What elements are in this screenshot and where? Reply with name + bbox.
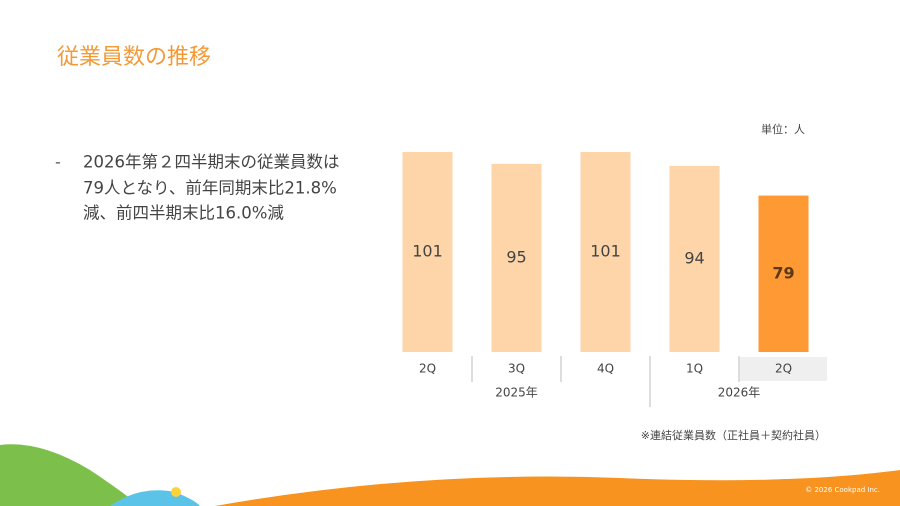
chart: 101 95 101 94 79 2Q 3Q 4Q 2025年 1Q 2Q 2026年 xyxy=(402,152,827,407)
bar xyxy=(491,163,542,352)
x-tick-label: 2Q xyxy=(419,362,436,376)
decor-orange xyxy=(215,470,900,506)
decor-blue xyxy=(110,490,200,506)
slide-title: 従業員数の推移 xyxy=(57,45,211,70)
category-highlight xyxy=(740,357,827,381)
decor-yellow xyxy=(171,487,181,497)
x-tick-label: 3Q xyxy=(508,362,525,376)
data-label: 95 xyxy=(506,247,526,266)
decor-green xyxy=(0,444,140,506)
bar xyxy=(669,165,720,352)
unit-label: 単位：人 xyxy=(761,122,805,136)
group-label: 2026年 xyxy=(718,386,761,400)
footer: © 2026 Cookpad Inc. xyxy=(805,486,880,494)
x-tick-label: 4Q xyxy=(597,362,614,376)
data-label: 94 xyxy=(684,248,704,267)
data-label: 101 xyxy=(590,242,621,261)
bullet-line: 79人となり、前年同期末比21.8% xyxy=(83,179,337,198)
bullet-marker: - xyxy=(55,153,61,172)
bar xyxy=(580,152,631,352)
x-tick-label: 2Q xyxy=(775,362,792,376)
bullet-line: 減、前四半期末比16.0%減 xyxy=(83,204,284,223)
data-label: 79 xyxy=(772,263,794,282)
bar xyxy=(758,195,809,352)
chart-note: ※連結従業員数（正社員＋契約社員） xyxy=(641,428,826,442)
bar xyxy=(402,152,453,352)
group-label: 2025年 xyxy=(495,386,538,400)
data-label: 101 xyxy=(412,242,443,261)
x-tick-label: 1Q xyxy=(686,362,703,376)
bullet-line: 2026年第２四半期末の従業員数は xyxy=(83,153,340,172)
